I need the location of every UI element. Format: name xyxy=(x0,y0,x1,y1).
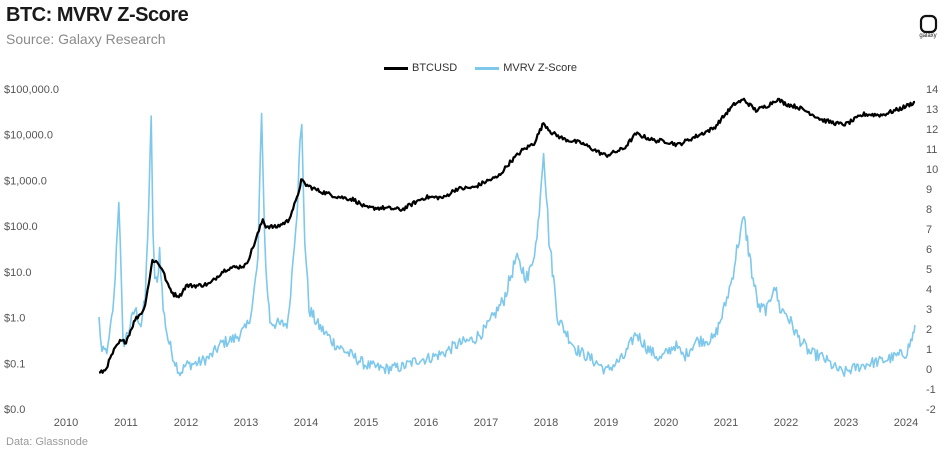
left-tick-label: $0.0 xyxy=(4,404,25,416)
x-tick-label: 2019 xyxy=(594,417,618,429)
x-tick-label: 2023 xyxy=(834,417,858,429)
x-tick-label: 2016 xyxy=(414,417,438,429)
x-tick-label: 2021 xyxy=(714,417,738,429)
right-tick-label: 10 xyxy=(926,164,938,176)
right-tick-label: 2 xyxy=(926,324,932,336)
x-tick-label: 2013 xyxy=(234,417,258,429)
data-source-note: Data: Glassnode xyxy=(6,436,88,448)
x-tick-label: 2024 xyxy=(894,417,918,429)
right-tick-label: 6 xyxy=(926,244,932,256)
x-tick-label: 2022 xyxy=(774,417,798,429)
x-tick-label: 2014 xyxy=(294,417,318,429)
right-tick-label: -1 xyxy=(926,384,936,396)
left-tick-label: $10.0 xyxy=(4,267,32,279)
right-tick-label: 8 xyxy=(926,204,932,216)
right-tick-label: 11 xyxy=(926,144,937,156)
right-tick-label: 9 xyxy=(926,184,932,196)
legend-swatch-btcusd xyxy=(384,66,408,70)
series-line-btcusd xyxy=(98,97,915,374)
right-tick-label: 0 xyxy=(926,364,932,376)
left-tick-label: $1,000.0 xyxy=(4,175,47,187)
legend-item-mvrv: MVRV Z-Score xyxy=(475,62,577,74)
x-tick-label: 2015 xyxy=(354,417,378,429)
legend-label-mvrv: MVRV Z-Score xyxy=(503,62,577,74)
x-tick-label: 2010 xyxy=(54,417,78,429)
x-tick-label: 2017 xyxy=(474,417,498,429)
x-tick-label: 2020 xyxy=(654,417,678,429)
right-tick-label: -2 xyxy=(926,404,936,416)
left-tick-label: $0.1 xyxy=(4,358,25,370)
right-tick-label: 1 xyxy=(926,344,932,356)
chart-subtitle: Source: Galaxy Research xyxy=(6,31,166,47)
right-tick-label: 12 xyxy=(926,124,938,136)
left-tick-label: $10,000.0 xyxy=(4,130,53,142)
left-tick-label: $100.0 xyxy=(4,221,38,233)
legend-swatch-mvrv xyxy=(475,66,500,70)
left-tick-label: $1.0 xyxy=(4,313,25,325)
logo-text: galaxy xyxy=(919,33,937,39)
right-tick-label: 5 xyxy=(926,264,932,276)
chart-title: BTC: MVRV Z-Score xyxy=(6,4,189,26)
right-tick-label: 7 xyxy=(926,224,932,236)
series-line-mvrv-z-score xyxy=(98,112,916,377)
x-tick-label: 2018 xyxy=(534,417,558,429)
right-tick-label: 14 xyxy=(926,84,938,96)
right-tick-label: 4 xyxy=(926,284,932,296)
legend-item-btcusd: BTCUSD xyxy=(384,62,457,74)
x-tick-label: 2012 xyxy=(174,417,198,429)
chart-legend: BTCUSD MVRV Z-Score xyxy=(384,62,595,74)
right-tick-label: 3 xyxy=(926,304,932,316)
left-tick-label: $100,000.0 xyxy=(4,84,59,96)
legend-label-btcusd: BTCUSD xyxy=(412,62,458,74)
right-tick-label: 13 xyxy=(926,104,938,116)
galaxy-logo-icon xyxy=(919,14,938,34)
x-tick-label: 2011 xyxy=(114,417,138,429)
